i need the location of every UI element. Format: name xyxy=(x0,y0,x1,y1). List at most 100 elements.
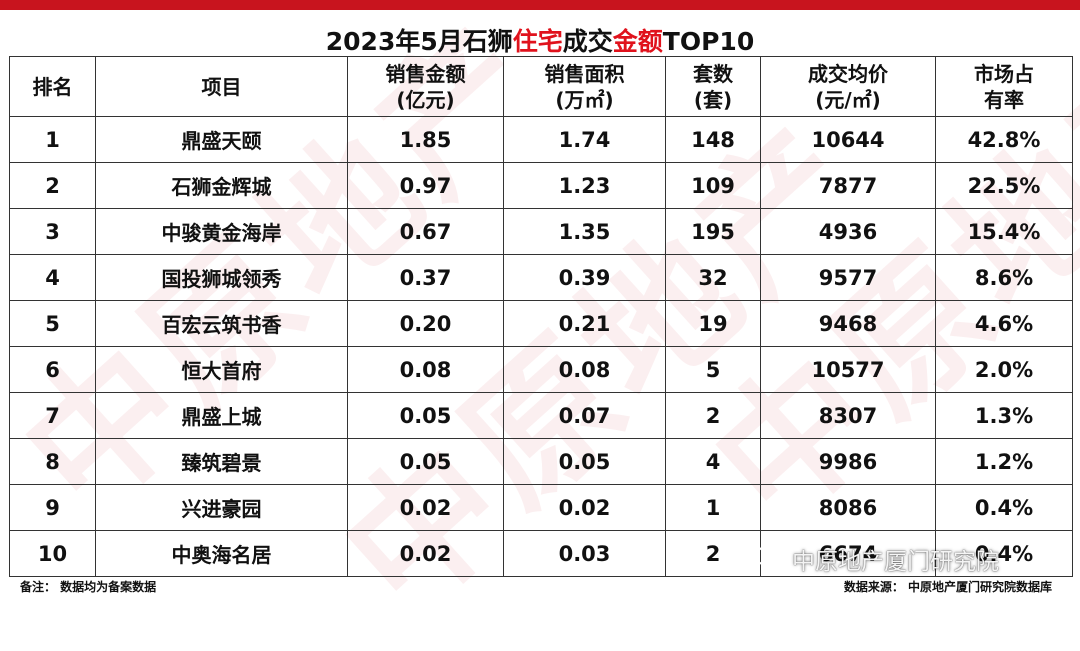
table-header-row: 排名 项目 销售金额 (亿元) 销售面积 (万㎡) 套数 (套) 成交均价 (元/㎡) … xyxy=(9,56,1073,117)
cell-project: 国投狮城领秀 xyxy=(95,254,348,301)
table-row: 3 中骏黄金海岸 0.67 1.35 195 4936 15.4% xyxy=(9,208,1073,255)
cell-market-share: 42.8% xyxy=(935,116,1073,163)
cell-project: 石狮金辉城 xyxy=(95,162,348,209)
header-units: 套数 (套) xyxy=(665,56,761,117)
cell-rank: 3 xyxy=(9,208,96,255)
cell-sales-amount: 0.20 xyxy=(347,300,504,347)
page-title: 2023年5月石狮住宅成交金额TOP10 xyxy=(0,22,1080,58)
cell-market-share: 1.3% xyxy=(935,392,1073,439)
cell-project: 中骏黄金海岸 xyxy=(95,208,348,255)
cell-sales-amount: 0.02 xyxy=(347,530,504,577)
table-body: 1 鼎盛天颐 1.85 1.74 148 10644 42.8% 2 石狮金辉城 0.97 1.23… xyxy=(9,116,1073,577)
table-row: 10 中奥海名居 0.02 0.03 2 6674 0.4% xyxy=(9,530,1073,577)
table-row: 7 鼎盛上城 0.05 0.07 2 8307 1.3% xyxy=(9,392,1073,439)
footer-note: 备注： 数据均为备案数据 xyxy=(20,580,157,594)
cell-sales-amount: 0.67 xyxy=(347,208,504,255)
cell-units: 4 xyxy=(665,438,761,485)
cell-sales-amount: 0.37 xyxy=(347,254,504,301)
cell-units: 32 xyxy=(665,254,761,301)
cell-units: 148 xyxy=(665,116,761,163)
header-avg-price: 成交均价 (元/㎡) xyxy=(760,56,936,117)
cell-market-share: 22.5% xyxy=(935,162,1073,209)
title-part: TOP10 xyxy=(662,27,755,56)
table-row: 1 鼎盛天颐 1.85 1.74 148 10644 42.8% xyxy=(9,116,1073,163)
cell-project: 臻筑碧景 xyxy=(95,438,348,485)
cell-units: 5 xyxy=(665,346,761,393)
table-row: 5 百宏云筑书香 0.20 0.21 19 9468 4.6% xyxy=(9,300,1073,347)
cell-sales-area: 0.08 xyxy=(503,346,666,393)
cell-market-share: 0.4% xyxy=(935,530,1073,577)
cell-rank: 5 xyxy=(9,300,96,347)
top-accent-bar xyxy=(0,0,1080,10)
cell-project: 中奥海名居 xyxy=(95,530,348,577)
cell-avg-price: 4936 xyxy=(760,208,936,255)
header-sales-area: 销售面积 (万㎡) xyxy=(503,56,666,117)
cell-rank: 6 xyxy=(9,346,96,393)
cell-market-share: 1.2% xyxy=(935,438,1073,485)
cell-market-share: 15.4% xyxy=(935,208,1073,255)
cell-project: 鼎盛上城 xyxy=(95,392,348,439)
cell-market-share: 8.6% xyxy=(935,254,1073,301)
table-row: 9 兴进豪园 0.02 0.02 1 8086 0.4% xyxy=(9,484,1073,531)
footer-source: 数据来源： 中原地产厦门研究院数据库 xyxy=(843,580,1052,594)
cell-sales-amount: 0.08 xyxy=(347,346,504,393)
cell-sales-amount: 1.85 xyxy=(347,116,504,163)
cell-avg-price: 9577 xyxy=(760,254,936,301)
table-row: 2 石狮金辉城 0.97 1.23 109 7877 22.5% xyxy=(9,162,1073,209)
cell-avg-price: 10577 xyxy=(760,346,936,393)
header-market-share: 市场占 有率 xyxy=(935,56,1073,117)
cell-sales-amount: 0.05 xyxy=(347,392,504,439)
title-part: 2023年5月石狮 xyxy=(325,27,513,56)
cell-avg-price: 8307 xyxy=(760,392,936,439)
cell-sales-area: 1.23 xyxy=(503,162,666,209)
wechat-account-name: 中原地产厦门研究院 xyxy=(792,549,999,575)
cell-sales-area: 0.39 xyxy=(503,254,666,301)
cell-rank: 2 xyxy=(9,162,96,209)
cell-units: 2 xyxy=(665,392,761,439)
title-highlight: 金额 xyxy=(612,27,663,56)
cell-units: 109 xyxy=(665,162,761,209)
cell-units: 1 xyxy=(665,484,761,531)
cell-sales-area: 0.03 xyxy=(503,530,666,577)
cell-market-share: 0.4% xyxy=(935,484,1073,531)
cell-units: 195 xyxy=(665,208,761,255)
header-sales-amount: 销售金额 (亿元) xyxy=(347,56,504,117)
cell-rank: 7 xyxy=(9,392,96,439)
table-row: 6 恒大首府 0.08 0.08 5 10577 2.0% xyxy=(9,346,1073,393)
cell-avg-price: 8086 xyxy=(760,484,936,531)
cell-sales-area: 0.05 xyxy=(503,438,666,485)
wechat-watermark: 中原地产厦门研究院 xyxy=(754,542,999,576)
cell-sales-area: 0.21 xyxy=(503,300,666,347)
table-row: 4 国投狮城领秀 0.37 0.39 32 9577 8.6% xyxy=(9,254,1073,301)
table-row: 8 臻筑碧景 0.05 0.05 4 9986 1.2% xyxy=(9,438,1073,485)
wechat-icon xyxy=(755,546,787,571)
header-rank: 排名 xyxy=(9,56,96,117)
cell-market-share: 4.6% xyxy=(935,300,1073,347)
cell-project: 鼎盛天颐 xyxy=(95,116,348,163)
cell-avg-price: 6674 xyxy=(760,530,936,577)
cell-rank: 10 xyxy=(9,530,96,577)
cell-sales-amount: 0.05 xyxy=(347,438,504,485)
cell-rank: 4 xyxy=(9,254,96,301)
cell-market-share: 2.0% xyxy=(935,346,1073,393)
cell-units: 2 xyxy=(665,530,761,577)
cell-sales-area: 0.02 xyxy=(503,484,666,531)
title-highlight: 住宅 xyxy=(512,27,563,56)
cell-sales-area: 1.35 xyxy=(503,208,666,255)
cell-rank: 8 xyxy=(9,438,96,485)
cell-sales-area: 1.74 xyxy=(503,116,666,163)
title-part: 成交 xyxy=(562,27,613,56)
cell-sales-amount: 0.97 xyxy=(347,162,504,209)
cell-rank: 9 xyxy=(9,484,96,531)
header-project: 项目 xyxy=(95,56,348,117)
cell-project: 百宏云筑书香 xyxy=(95,300,348,347)
cell-units: 19 xyxy=(665,300,761,347)
cell-avg-price: 9468 xyxy=(760,300,936,347)
cell-sales-area: 0.07 xyxy=(503,392,666,439)
cell-rank: 1 xyxy=(9,116,96,163)
cell-avg-price: 10644 xyxy=(760,116,936,163)
ranking-table: 排名 项目 销售金额 (亿元) 销售面积 (万㎡) 套数 (套) 成交均价 (元/㎡) … xyxy=(9,56,1073,577)
cell-avg-price: 7877 xyxy=(760,162,936,209)
cell-project: 兴进豪园 xyxy=(95,484,348,531)
cell-sales-amount: 0.02 xyxy=(347,484,504,531)
